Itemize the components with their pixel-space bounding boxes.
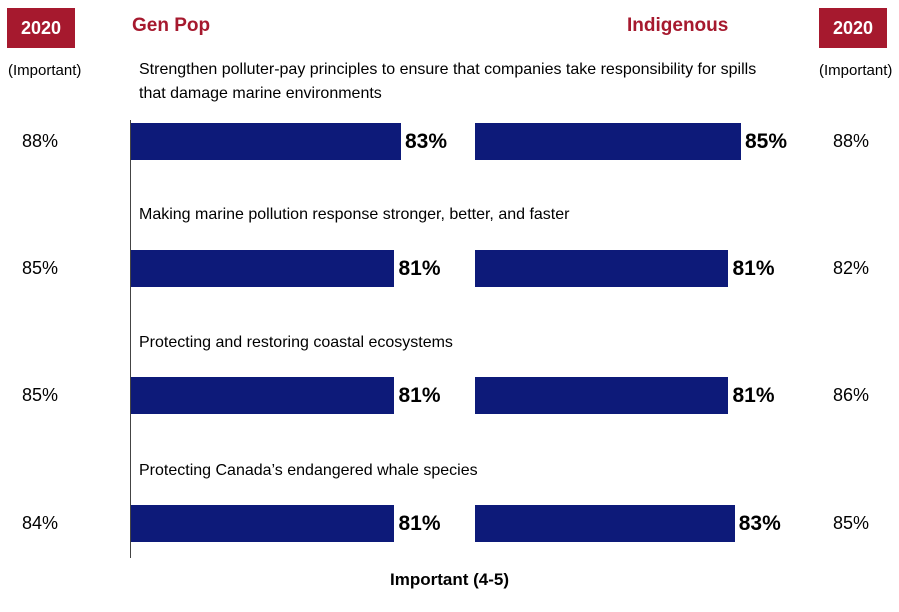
axis-line <box>130 120 131 558</box>
value-2020-indigenous: 85% <box>833 513 870 533</box>
important-sublabel-left: (Important) <box>8 62 82 79</box>
bar-gen-pop <box>131 377 395 414</box>
question-label: Strengthen polluter-pay principles to en… <box>139 61 757 102</box>
bar-value-indigenous: 83% <box>738 512 781 535</box>
question-label: Protecting Canada’s endangered whale spe… <box>139 462 478 479</box>
x-axis-label: Important (4-5) <box>390 570 509 589</box>
bar-value-gen-pop: 81% <box>398 384 441 407</box>
question-label: Making marine pollution response stronge… <box>139 206 570 223</box>
bar-indigenous <box>475 250 729 287</box>
value-2020-indigenous: 86% <box>833 385 870 405</box>
gen-pop-label: Gen Pop <box>132 15 211 36</box>
bar-value-indigenous: 81% <box>732 384 775 407</box>
year-badge-left: 2020 <box>7 8 75 48</box>
bar-value-gen-pop: 81% <box>398 257 441 280</box>
bar-value-gen-pop: 83% <box>405 130 448 153</box>
bar-gen-pop <box>131 123 401 160</box>
value-2020-indigenous: 88% <box>833 131 870 151</box>
bar-value-gen-pop: 81% <box>398 512 441 535</box>
important-sublabel-right: (Important) <box>819 62 893 79</box>
value-2020-indigenous: 82% <box>833 258 870 278</box>
bar-gen-pop <box>131 505 395 542</box>
value-2020-gen-pop: 84% <box>22 513 59 533</box>
bar-indigenous <box>475 123 741 160</box>
bar-gen-pop <box>131 250 395 287</box>
bar-value-indigenous: 81% <box>732 257 775 280</box>
value-2020-gen-pop: 85% <box>22 385 59 405</box>
value-2020-gen-pop: 85% <box>22 258 59 278</box>
year-badge-right: 2020 <box>819 8 887 48</box>
indigenous-label: Indigenous <box>627 15 729 36</box>
bar-indigenous <box>475 505 735 542</box>
bar-indigenous <box>475 377 729 414</box>
bar-value-indigenous: 85% <box>745 130 788 153</box>
question-label: Protecting and restoring coastal ecosyst… <box>139 334 453 351</box>
value-2020-gen-pop: 88% <box>22 131 59 151</box>
